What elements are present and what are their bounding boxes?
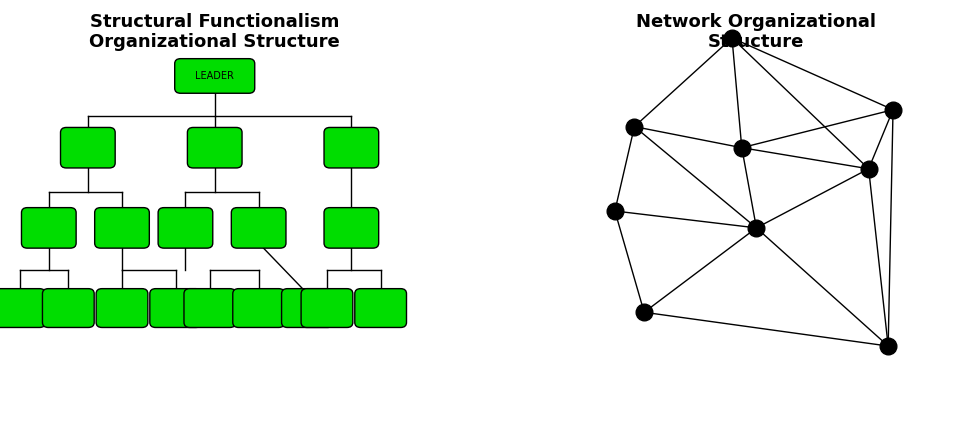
- Text: LEADER: LEADER: [195, 71, 234, 81]
- FancyBboxPatch shape: [150, 289, 202, 327]
- FancyBboxPatch shape: [231, 208, 286, 248]
- Text: Structural Functionalism
Organizational Structure: Structural Functionalism Organizational …: [90, 13, 340, 51]
- FancyBboxPatch shape: [281, 289, 333, 327]
- FancyBboxPatch shape: [95, 208, 149, 248]
- FancyBboxPatch shape: [158, 208, 213, 248]
- FancyBboxPatch shape: [21, 208, 76, 248]
- FancyBboxPatch shape: [183, 289, 236, 327]
- FancyBboxPatch shape: [187, 127, 242, 168]
- FancyBboxPatch shape: [324, 127, 379, 168]
- FancyBboxPatch shape: [96, 289, 148, 327]
- Text: Network Organizational
Structure: Network Organizational Structure: [636, 13, 876, 51]
- FancyBboxPatch shape: [301, 289, 353, 327]
- FancyBboxPatch shape: [0, 289, 46, 327]
- FancyBboxPatch shape: [175, 59, 255, 93]
- FancyBboxPatch shape: [355, 289, 406, 327]
- FancyBboxPatch shape: [43, 289, 94, 327]
- FancyBboxPatch shape: [324, 208, 379, 248]
- FancyBboxPatch shape: [233, 289, 285, 327]
- FancyBboxPatch shape: [61, 127, 115, 168]
